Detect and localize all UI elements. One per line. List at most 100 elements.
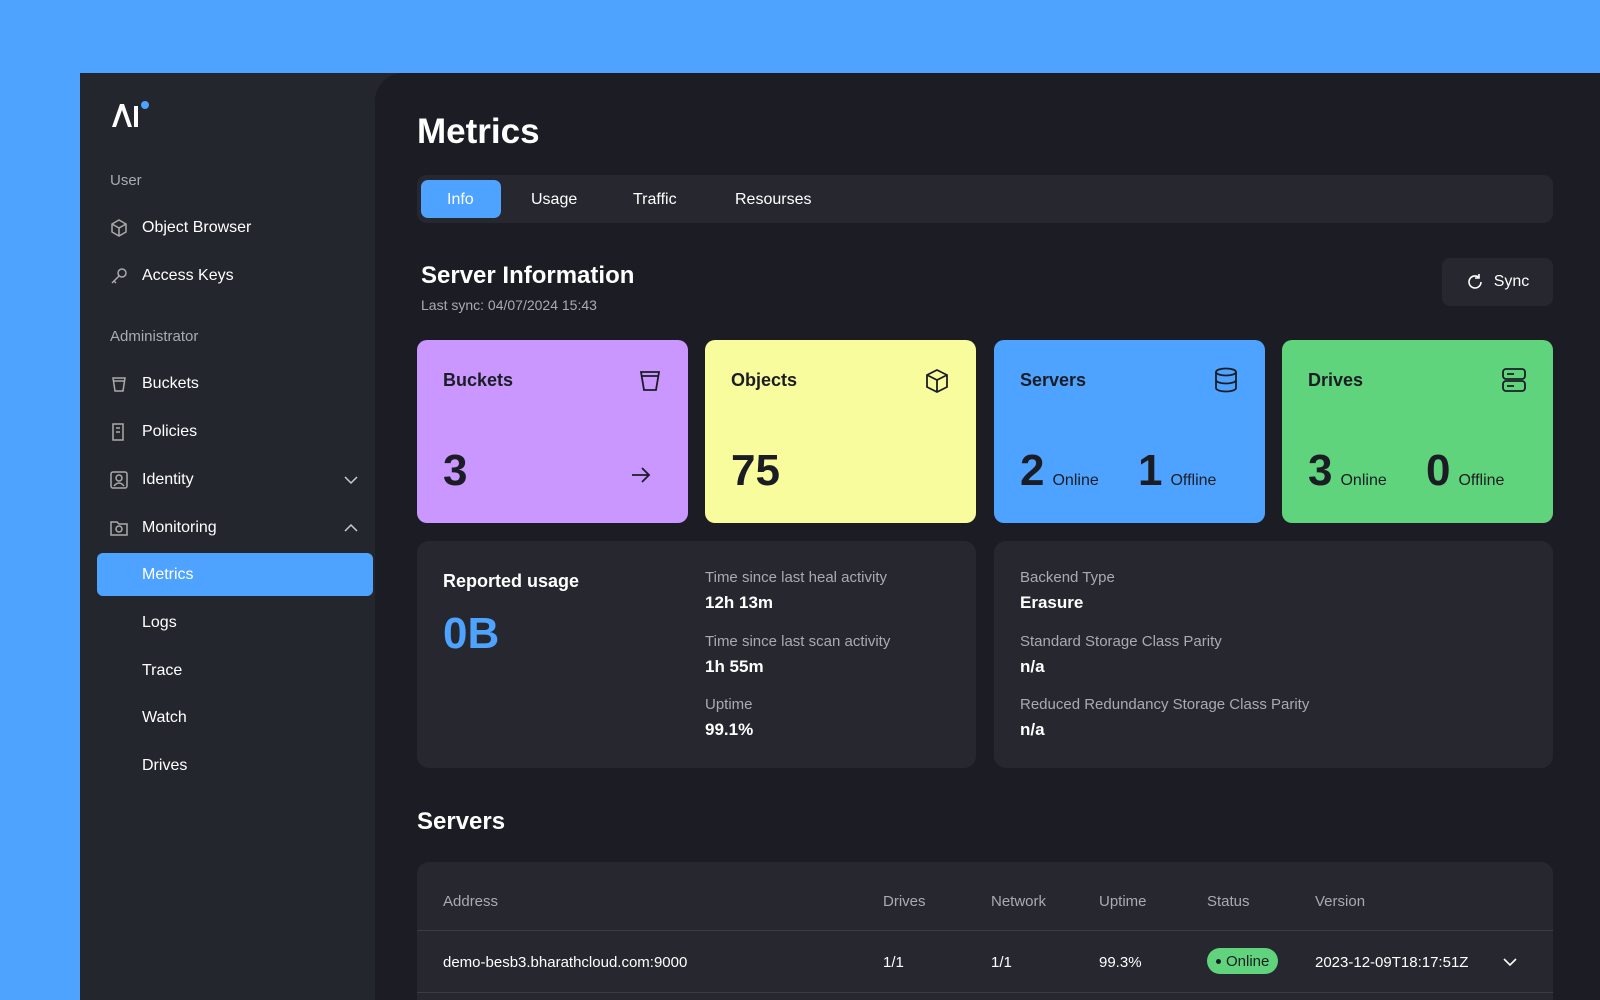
icon	[112, 377, 126, 392]
usage-panel: Reported usage 0B Time since last heal a…	[417, 541, 976, 768]
page-title: Metrics	[417, 112, 540, 151]
stat-label: Uptime	[705, 696, 753, 713]
cell: demo-besb3.bharathcloud.com:9000	[443, 954, 688, 971]
tab[interactable]: Usage	[531, 191, 578, 208]
active-tab	[421, 180, 501, 218]
stat-card[interactable]: Buckets 3	[417, 340, 688, 523]
stat-value: 99.1%	[705, 720, 754, 739]
backend-panel: Backend Type Erasure Standard Storage Cl…	[994, 541, 1553, 768]
cell: 1/1	[991, 954, 1012, 971]
nav-item[interactable]: Identity	[110, 471, 194, 489]
card-label: Drives	[1308, 370, 1364, 390]
sync-icon	[1467, 274, 1482, 289]
stat-label: Reduced Redundancy Storage Class Parity	[1020, 696, 1310, 713]
card-value: 3	[443, 446, 468, 495]
column-header: Drives	[883, 893, 926, 910]
card-value: 1	[1138, 446, 1163, 495]
stat-label: Backend Type	[1020, 569, 1115, 586]
icon	[110, 471, 128, 489]
card-value: 3	[1308, 446, 1333, 495]
logo	[112, 101, 149, 127]
card-icon	[1215, 367, 1237, 393]
nav-label: Access Keys	[142, 267, 234, 284]
column-header: Status	[1207, 893, 1250, 910]
submenu-item[interactable]: Logs	[142, 614, 177, 631]
status-label: Online	[1226, 952, 1270, 970]
nav-label: Identity	[142, 471, 194, 488]
tab-bar	[417, 175, 1553, 223]
cell: 1/1	[883, 954, 904, 971]
nav-item[interactable]: Policies	[110, 423, 197, 441]
last-sync: Last sync: 04/07/2024 15:43	[421, 297, 597, 313]
servers-table: Address Drives Network Uptime Status Ver…	[417, 862, 1553, 1000]
main-area	[375, 73, 1600, 1000]
stat-value: 1h 55m	[705, 657, 764, 676]
nav-label: Policies	[142, 423, 198, 440]
nav-label: Buckets	[142, 375, 199, 392]
chevron-up[interactable]	[344, 523, 358, 533]
submenu-item[interactable]: Watch	[142, 709, 187, 726]
arrow	[632, 467, 651, 483]
usage-value: 0B	[443, 609, 500, 658]
icon	[112, 423, 124, 441]
section-label: Administrator	[110, 328, 199, 345]
column-header: Version	[1315, 893, 1366, 910]
card-unit: Online	[1340, 472, 1387, 489]
stat-value: n/a	[1020, 720, 1045, 739]
section-label: User	[110, 172, 142, 189]
card-label: Buckets	[443, 370, 514, 390]
card-unit: Offline	[1458, 472, 1505, 489]
tab[interactable]: Resourses	[735, 191, 812, 208]
active-highlight	[97, 553, 373, 596]
sync-label: Sync	[1493, 273, 1530, 290]
icon	[111, 219, 127, 237]
online-group: 2 Online	[1020, 446, 1099, 496]
status-badge: Online	[1207, 948, 1279, 974]
nav-label: Monitoring	[142, 519, 217, 536]
chevron-down[interactable]	[344, 475, 358, 485]
tab[interactable]: Info	[447, 191, 474, 208]
sync-button[interactable]: Sync	[1442, 258, 1553, 306]
nav-item[interactable]: Monitoring	[110, 519, 217, 537]
expand-row[interactable]	[1503, 957, 1517, 967]
cell: 2023-12-09T18:17:51Z	[1315, 954, 1469, 971]
section-title: Server Information	[421, 262, 635, 289]
stat-card: Servers 2 Online 1 Offline	[994, 340, 1265, 523]
nav-item[interactable]: Access Keys	[110, 267, 234, 285]
icon	[110, 521, 128, 536]
stat-card: Objects 75	[705, 340, 976, 523]
icon	[111, 268, 127, 284]
tab[interactable]: Traffic	[633, 191, 677, 208]
row-divider	[417, 930, 1553, 931]
submenu-item[interactable]: Drives	[142, 757, 188, 774]
offline-group: 0 Offline	[1426, 446, 1504, 496]
cell: 99.3%	[1099, 954, 1142, 971]
stat-value: 12h 13m	[705, 593, 774, 612]
card-value: 0	[1426, 446, 1451, 495]
card-unit: Offline	[1170, 472, 1217, 489]
usage-title: Reported usage	[443, 571, 580, 591]
column-header: Address	[443, 893, 499, 910]
card-icon	[926, 368, 948, 394]
submenu-item[interactable]: Metrics	[142, 566, 194, 583]
offline-group: 1 Offline	[1138, 446, 1216, 496]
stat-label: Standard Storage Class Parity	[1020, 633, 1222, 650]
card-label: Servers	[1020, 370, 1087, 390]
card-label: Objects	[731, 370, 798, 390]
card-unit: Online	[1052, 472, 1099, 489]
nav-label: Object Browser	[142, 219, 252, 236]
stat-value: Erasure	[1020, 593, 1084, 612]
card-icon	[639, 371, 661, 391]
stat-value: n/a	[1020, 657, 1045, 676]
stat-label: Time since last heal activity	[705, 569, 888, 586]
card-value: 75	[731, 446, 780, 495]
stat-card: Drives 3 Online 0 Offline	[1282, 340, 1553, 523]
nav-item[interactable]: Buckets	[110, 375, 199, 393]
row-divider	[417, 992, 1553, 993]
submenu-item[interactable]: Trace	[142, 662, 183, 679]
nav-item[interactable]: Object Browser	[110, 219, 251, 237]
column-header: Network	[991, 893, 1047, 910]
stat-label: Time since last scan activity	[705, 633, 891, 650]
column-header: Uptime	[1099, 893, 1147, 910]
